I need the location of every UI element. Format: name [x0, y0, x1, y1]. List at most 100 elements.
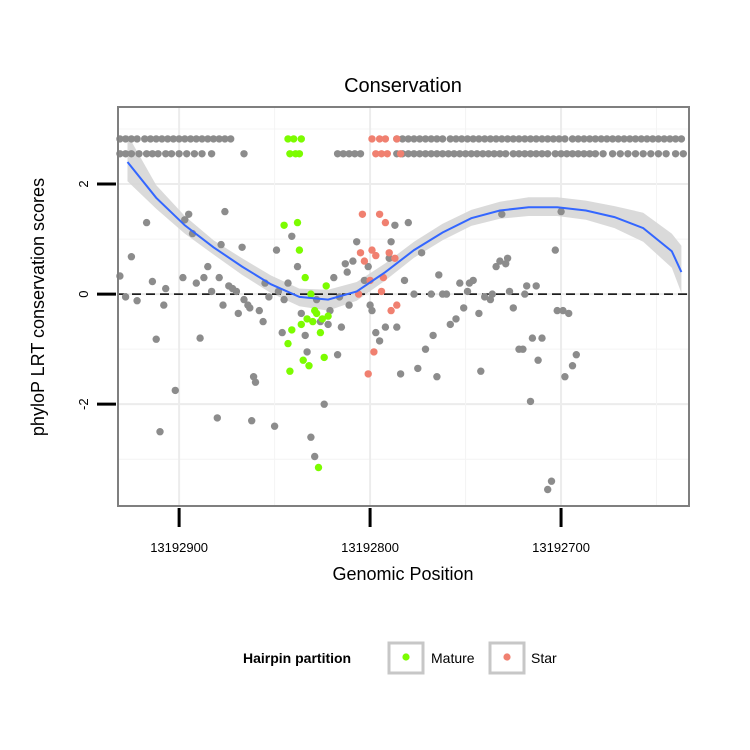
data-point-other: [534, 356, 542, 364]
data-point-other-capped-rows: [204, 135, 212, 143]
data-point-star: [387, 306, 395, 315]
data-point-star: [375, 210, 384, 218]
data-point-other: [142, 218, 151, 227]
data-point-star: [393, 301, 401, 309]
data-point-other: [496, 257, 504, 265]
data-point-other-capped-rows: [167, 150, 176, 158]
data-point-other-capped-rows: [127, 150, 136, 158]
data-point-other-capped-rows: [666, 135, 674, 143]
data-point-other: [364, 262, 372, 271]
plot-panel: [116, 106, 690, 507]
plot-border: [117, 106, 690, 507]
data-point-other: [148, 277, 157, 286]
data-point-other-capped-rows: [597, 135, 605, 143]
data-point-other: [238, 243, 246, 251]
legend-swatch-star: [503, 653, 511, 661]
data-point-other-capped-rows: [148, 150, 157, 158]
data-point-mature-capped-rows: [297, 135, 305, 143]
data-point-other-capped-rows: [538, 135, 546, 143]
data-point-other: [204, 262, 212, 271]
data-point-other-capped-rows: [502, 150, 510, 158]
data-point-other: [246, 304, 254, 312]
data-point-other: [528, 334, 537, 342]
data-point-mature: [297, 320, 305, 329]
data-point-other-capped-rows: [146, 135, 155, 143]
data-point-other: [561, 373, 569, 381]
data-point-other-capped-rows: [450, 150, 458, 158]
data-point-other: [519, 345, 527, 353]
data-point-other-capped-rows: [190, 150, 199, 158]
data-point-other-capped-rows: [654, 135, 663, 143]
data-point-other-capped-rows: [427, 135, 435, 143]
data-point-other: [463, 287, 472, 296]
data-point-other-capped-rows: [608, 150, 617, 158]
data-point-mature: [312, 309, 321, 318]
data-point-other: [217, 240, 225, 249]
data-point-star-capped-rows: [381, 135, 390, 143]
y-tick-label: 2: [76, 180, 91, 187]
data-point-other-capped-rows: [345, 150, 353, 158]
data-point-other-capped-rows: [198, 150, 206, 158]
data-point-mature: [309, 317, 317, 326]
data-point-other: [568, 362, 577, 370]
data-point-other: [375, 337, 384, 345]
data-point-other: [349, 257, 357, 265]
data-point-other-capped-rows: [647, 150, 655, 158]
data-point-mature: [295, 246, 304, 254]
data-point-other: [265, 293, 273, 301]
data-point-other-capped-rows: [152, 135, 160, 143]
legend-title: Hairpin partition: [243, 650, 351, 666]
data-point-other: [196, 334, 204, 342]
data-point-mature: [314, 463, 323, 472]
data-point-other-capped-rows: [637, 135, 645, 143]
data-point-other-capped-rows: [207, 150, 216, 158]
data-point-mature: [303, 315, 311, 323]
data-point-other: [427, 290, 435, 298]
data-point-other: [460, 304, 468, 312]
data-point-other: [442, 290, 451, 298]
data-point-mature: [301, 273, 309, 282]
data-point-other: [320, 400, 328, 408]
data-point-other-capped-rows: [574, 150, 582, 158]
data-point-other: [547, 477, 556, 485]
data-point-other-capped-rows: [555, 135, 563, 143]
data-point-other-capped-rows: [209, 135, 218, 143]
data-point-other-capped-rows: [486, 135, 495, 143]
data-point-other-capped-rows: [671, 135, 680, 143]
data-point-other-capped-rows: [521, 135, 529, 143]
data-point-other: [477, 367, 485, 375]
data-point-other: [433, 373, 441, 381]
data-point-other-capped-rows: [538, 150, 546, 158]
data-point-other: [274, 287, 283, 296]
data-point-other-capped-rows: [461, 150, 470, 158]
data-point-other: [469, 276, 477, 285]
data-point-other-capped-rows: [654, 150, 663, 158]
data-point-other: [391, 221, 399, 229]
chart-title: Conservation: [344, 75, 462, 97]
data-point-mature-capped-rows: [290, 135, 298, 143]
data-point-other: [368, 306, 376, 315]
data-point-other-capped-rows: [649, 135, 657, 143]
data-point-other: [538, 334, 546, 342]
plot-background: [118, 107, 689, 506]
data-point-other: [404, 218, 412, 227]
data-point-other: [532, 282, 540, 290]
data-point-star: [381, 218, 390, 227]
data-point-other: [324, 320, 332, 329]
data-point-other-capped-rows: [643, 135, 651, 143]
data-point-other: [429, 331, 437, 340]
data-point-mature-capped-rows: [286, 150, 294, 158]
data-point-other-capped-rows: [135, 150, 143, 158]
data-point-other-capped-rows: [133, 135, 141, 143]
data-point-other-capped-rows: [479, 150, 487, 158]
data-point-other-capped-rows: [481, 135, 489, 143]
data-point-other-capped-rows: [624, 150, 632, 158]
data-point-star-capped-rows: [377, 150, 386, 158]
data-point-mature: [307, 290, 315, 298]
data-point-other: [255, 306, 263, 315]
data-point-other-capped-rows: [221, 135, 229, 143]
data-point-other-capped-rows: [421, 135, 430, 143]
data-point-other-capped-rows: [544, 135, 552, 143]
data-point-other-capped-rows: [551, 150, 559, 158]
data-point-other: [381, 323, 390, 331]
